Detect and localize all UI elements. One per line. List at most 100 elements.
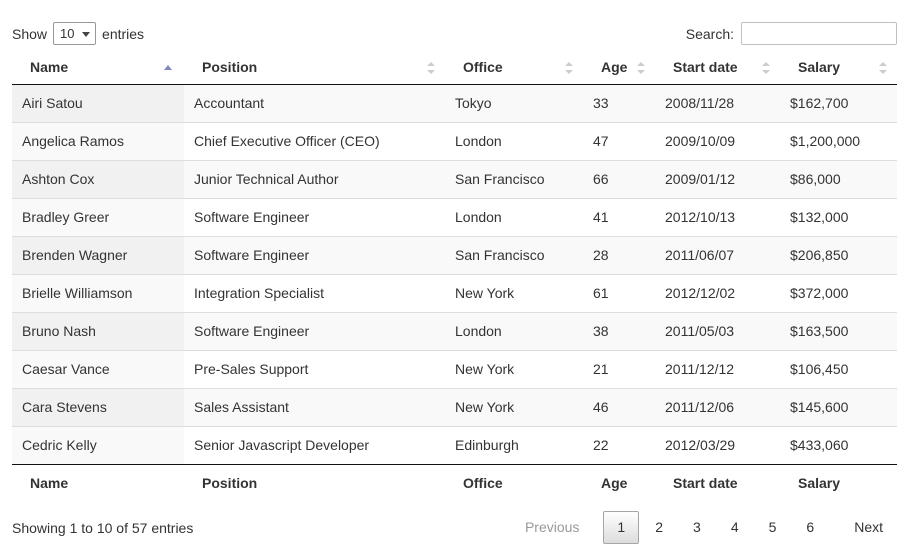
- cell-salary: $106,450: [780, 350, 897, 389]
- previous-page-button[interactable]: Previous: [524, 519, 580, 535]
- cell-office: San Francisco: [445, 236, 583, 275]
- cell-name: Bradley Greer: [12, 198, 184, 237]
- cell-salary: $163,500: [780, 312, 897, 351]
- cell-start-date: 2011/06/07: [655, 236, 780, 275]
- cell-name: Bruno Nash: [12, 312, 184, 351]
- footer-header-start-date: Start date: [655, 464, 780, 502]
- cell-office: San Francisco: [445, 160, 583, 199]
- cell-position: Software Engineer: [184, 236, 445, 275]
- data-table: Name Position Office Age Start date: [12, 51, 897, 502]
- sort-ascending-icon: [164, 64, 172, 70]
- sort-both-icon: [762, 61, 770, 74]
- cell-position: Software Engineer: [184, 312, 445, 351]
- column-header-office[interactable]: Office: [445, 51, 583, 85]
- entries-suffix-label: entries: [102, 25, 145, 42]
- cell-salary: $162,700: [790, 95, 849, 111]
- footer-header-name: Name: [12, 464, 184, 502]
- entries-select[interactable]: 10: [53, 22, 97, 45]
- search-label: Search:: [685, 25, 734, 42]
- table-row: Bruno Nash Software Engineer London 38 2…: [12, 312, 897, 351]
- cell-age: 28: [583, 236, 655, 275]
- cell-salary: $206,850: [780, 236, 897, 275]
- column-header-start-date[interactable]: Start date: [655, 51, 780, 85]
- table-controls: Show 10 entries Search:: [12, 0, 897, 45]
- sort-both-icon: [879, 61, 887, 74]
- cell-salary: $1,200,000: [780, 122, 897, 161]
- column-header-label: Age: [601, 59, 628, 75]
- table-row: Brielle Williamson Integration Specialis…: [12, 274, 897, 313]
- footer-header-age: Age: [583, 464, 655, 502]
- cell-salary: $433,060: [780, 426, 897, 465]
- cell-start-date: 2011/05/03: [655, 312, 780, 351]
- cell-start-date: 2012/03/29: [655, 426, 780, 465]
- cell-position: Accountant: [194, 95, 265, 111]
- page-button-3[interactable]: 3: [693, 519, 701, 535]
- column-header-position[interactable]: Position: [184, 51, 445, 85]
- table-row: Airi Satou Accountant Tokyo 33 2008/11/2…: [12, 84, 897, 123]
- cell-position: Chief Executive Officer (CEO): [184, 122, 445, 161]
- cell-salary: $86,000: [780, 160, 897, 199]
- cell-salary: $132,000: [780, 198, 897, 237]
- table-row: Angelica Ramos Chief Executive Officer (…: [12, 122, 897, 161]
- cell-position: Sales Assistant: [184, 388, 445, 427]
- table-info: Showing 1 to 10 of 57 entries: [12, 519, 194, 536]
- footer-header-salary: Salary: [780, 464, 897, 502]
- cell-start-date: 2011/12/06: [655, 388, 780, 427]
- column-header-label: Name: [30, 59, 69, 75]
- entries-select-wrap: 10: [53, 22, 97, 45]
- cell-age: 46: [583, 388, 655, 427]
- cell-age: 66: [583, 160, 655, 199]
- search-input[interactable]: [741, 22, 897, 45]
- sort-both-icon: [565, 61, 573, 74]
- page-button-4[interactable]: 4: [730, 519, 739, 535]
- cell-position: Pre-Sales Support: [184, 350, 445, 389]
- cell-name: Brenden Wagner: [12, 236, 184, 275]
- cell-age: 41: [583, 198, 655, 237]
- page-button-5[interactable]: 5: [768, 519, 777, 535]
- column-header-salary[interactable]: Salary: [780, 51, 897, 85]
- table-row: Brenden Wagner Software Engineer San Fra…: [12, 236, 897, 275]
- cell-name: Angelica Ramos: [12, 122, 184, 161]
- page-length-control: Show 10 entries: [12, 22, 144, 45]
- header-row: Name Position Office Age Start date: [12, 51, 897, 85]
- cell-name: Airi Satou: [12, 84, 184, 123]
- sort-both-icon: [637, 61, 645, 74]
- cell-office: Tokyo: [455, 95, 492, 111]
- cell-age: 21: [583, 350, 655, 389]
- cell-office: New York: [445, 350, 583, 389]
- page-button-2[interactable]: 2: [655, 519, 664, 535]
- cell-office: New York: [445, 388, 583, 427]
- table-body: Airi Satou Accountant Tokyo 33 2008/11/2…: [12, 84, 897, 465]
- page-button-1[interactable]: 1: [603, 511, 640, 544]
- cell-office: London: [445, 122, 583, 161]
- cell-position: Integration Specialist: [184, 274, 445, 313]
- column-header-label: Office: [463, 59, 503, 75]
- cell-name: Cara Stevens: [12, 388, 184, 427]
- column-header-label: Start date: [673, 59, 738, 75]
- footer-header-position: Position: [184, 464, 445, 502]
- column-header-age[interactable]: Age: [583, 51, 655, 85]
- table-header: Name Position Office Age Start date: [12, 51, 897, 85]
- cell-age: 47: [583, 122, 655, 161]
- cell-name: Caesar Vance: [12, 350, 184, 389]
- cell-salary: $372,000: [780, 274, 897, 313]
- footer-row: Name Position Office Age Start date Sala…: [12, 464, 897, 502]
- column-header-name[interactable]: Name: [12, 51, 184, 85]
- footer-header-office: Office: [445, 464, 583, 502]
- cell-name: Ashton Cox: [12, 160, 184, 199]
- next-page-button[interactable]: Next: [854, 519, 883, 535]
- cell-salary: $145,600: [780, 388, 897, 427]
- column-header-label: Position: [202, 59, 258, 75]
- table-row: Cara Stevens Sales Assistant New York 46…: [12, 388, 897, 427]
- page-button-6[interactable]: 6: [806, 519, 815, 535]
- cell-start-date: 2011/12/12: [655, 350, 780, 389]
- pagination: Previous 1 2 3 4 5 6 Next: [509, 511, 897, 544]
- cell-age: 61: [583, 274, 655, 313]
- cell-name: Cedric Kelly: [12, 426, 184, 465]
- cell-age: 38: [583, 312, 655, 351]
- cell-start-date: 2008/11/28: [665, 95, 735, 111]
- cell-start-date: 2009/01/12: [655, 160, 780, 199]
- cell-office: London: [445, 312, 583, 351]
- table-row: Caesar Vance Pre-Sales Support New York …: [12, 350, 897, 389]
